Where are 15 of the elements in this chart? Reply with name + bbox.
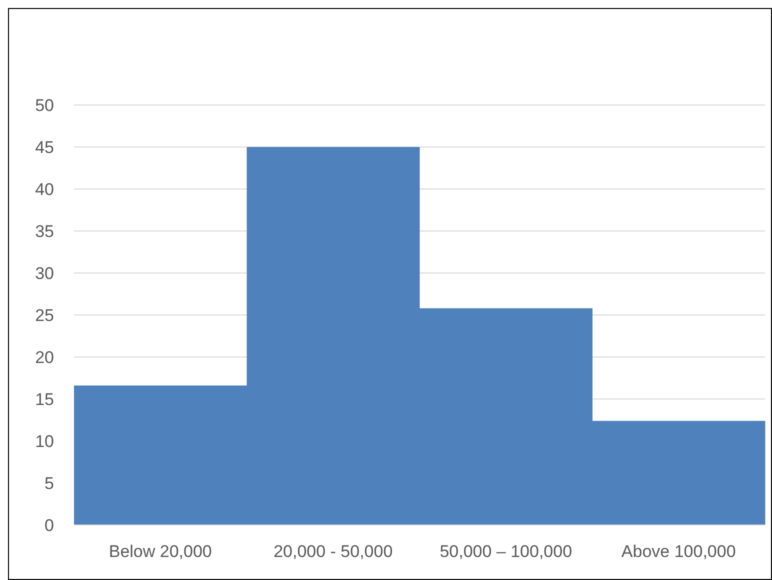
y-tick-label: 40 (35, 180, 54, 200)
y-tick-label: 15 (35, 390, 54, 410)
y-tick-label: 0 (44, 516, 54, 536)
y-tick-label: 20 (35, 348, 54, 368)
x-tick-label: Above 100,000 (621, 542, 736, 562)
y-tick-label: 45 (35, 138, 54, 158)
y-tick-label: 50 (35, 96, 54, 116)
y-tick-label: 5 (44, 474, 54, 494)
x-tick-label: 50,000 – 100,000 (440, 542, 572, 562)
x-tick-label: 20,000 - 50,000 (274, 542, 393, 562)
y-tick-label: 25 (35, 306, 54, 326)
y-tick-label: 10 (35, 432, 54, 452)
y-tick-label: 30 (35, 264, 54, 284)
x-tick-label: Below 20,000 (108, 542, 212, 562)
y-tick-label: 35 (35, 222, 54, 242)
